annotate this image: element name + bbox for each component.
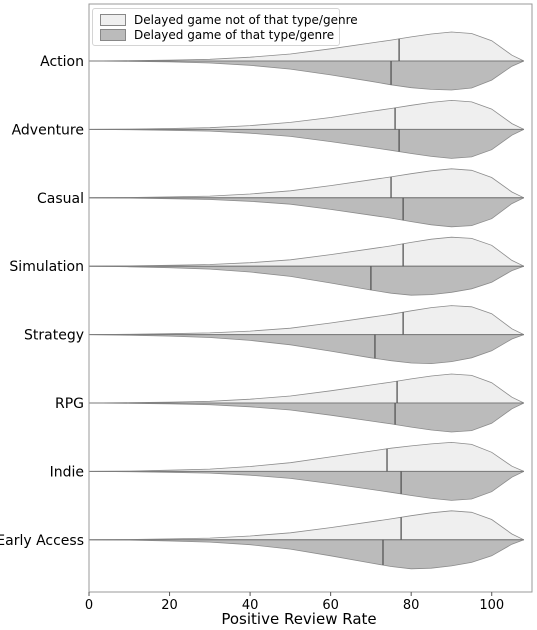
legend-label-of-type: Delayed game of that type/genre: [134, 28, 335, 42]
plot-frame: [88, 3, 533, 593]
category-label-simulation: Simulation: [9, 259, 84, 275]
legend-label-not-of-type: Delayed game not of that type/genre: [134, 13, 358, 27]
violin-lower-action: [88, 60, 525, 91]
violin-lower-early-access: [88, 539, 525, 570]
legend-swatch-light: [100, 14, 126, 26]
violin-upper-simulation: [88, 236, 525, 267]
category-labels: Action Adventure Casual Simulation Strategy R…: [0, 54, 84, 549]
violin-lower-simulation: [88, 265, 525, 296]
legend-item-of-type: Delayed game of that type/genre: [100, 28, 334, 42]
category-label-action: Action: [40, 54, 84, 70]
violins-layer: [88, 31, 525, 570]
x-tick-label: 40: [242, 598, 259, 613]
violin-upper-casual: [88, 168, 525, 199]
category-label-adventure: Adventure: [12, 122, 84, 138]
legend-swatch-dark: [100, 29, 126, 41]
category-label-rpg: RPG: [55, 396, 84, 412]
x-axis-ticks: 0 20 40 60 80 100: [85, 592, 504, 613]
violin-lower-rpg: [88, 402, 525, 433]
violin-upper-action: [88, 31, 525, 62]
x-axis-label: Positive Review Rate: [221, 610, 376, 628]
x-tick-label: 80: [403, 598, 420, 613]
violin-upper-rpg: [88, 373, 525, 404]
violin-lower-adventure: [88, 129, 525, 159]
violin-lower-casual: [88, 197, 525, 228]
category-label-casual: Casual: [37, 191, 84, 207]
x-tick-label: 100: [479, 598, 504, 613]
violin-lower-indie: [88, 471, 525, 501]
x-tick-label: 20: [161, 598, 178, 613]
violin-upper-indie: [88, 441, 525, 472]
legend: Delayed game not of that type/genre Dela…: [92, 8, 358, 46]
violin-upper-adventure: [88, 99, 525, 130]
violin-upper-early-access: [88, 510, 525, 541]
x-tick-label: 60: [322, 598, 339, 613]
category-label-indie: Indie: [50, 464, 84, 480]
category-label-early-access: Early Access: [0, 533, 84, 549]
category-label-strategy: Strategy: [24, 328, 84, 344]
legend-item-not-of-type: Delayed game not of that type/genre: [100, 13, 358, 27]
violin-lower-strategy: [88, 334, 525, 365]
x-tick-label: 0: [85, 598, 93, 613]
violin-upper-strategy: [88, 305, 525, 335]
